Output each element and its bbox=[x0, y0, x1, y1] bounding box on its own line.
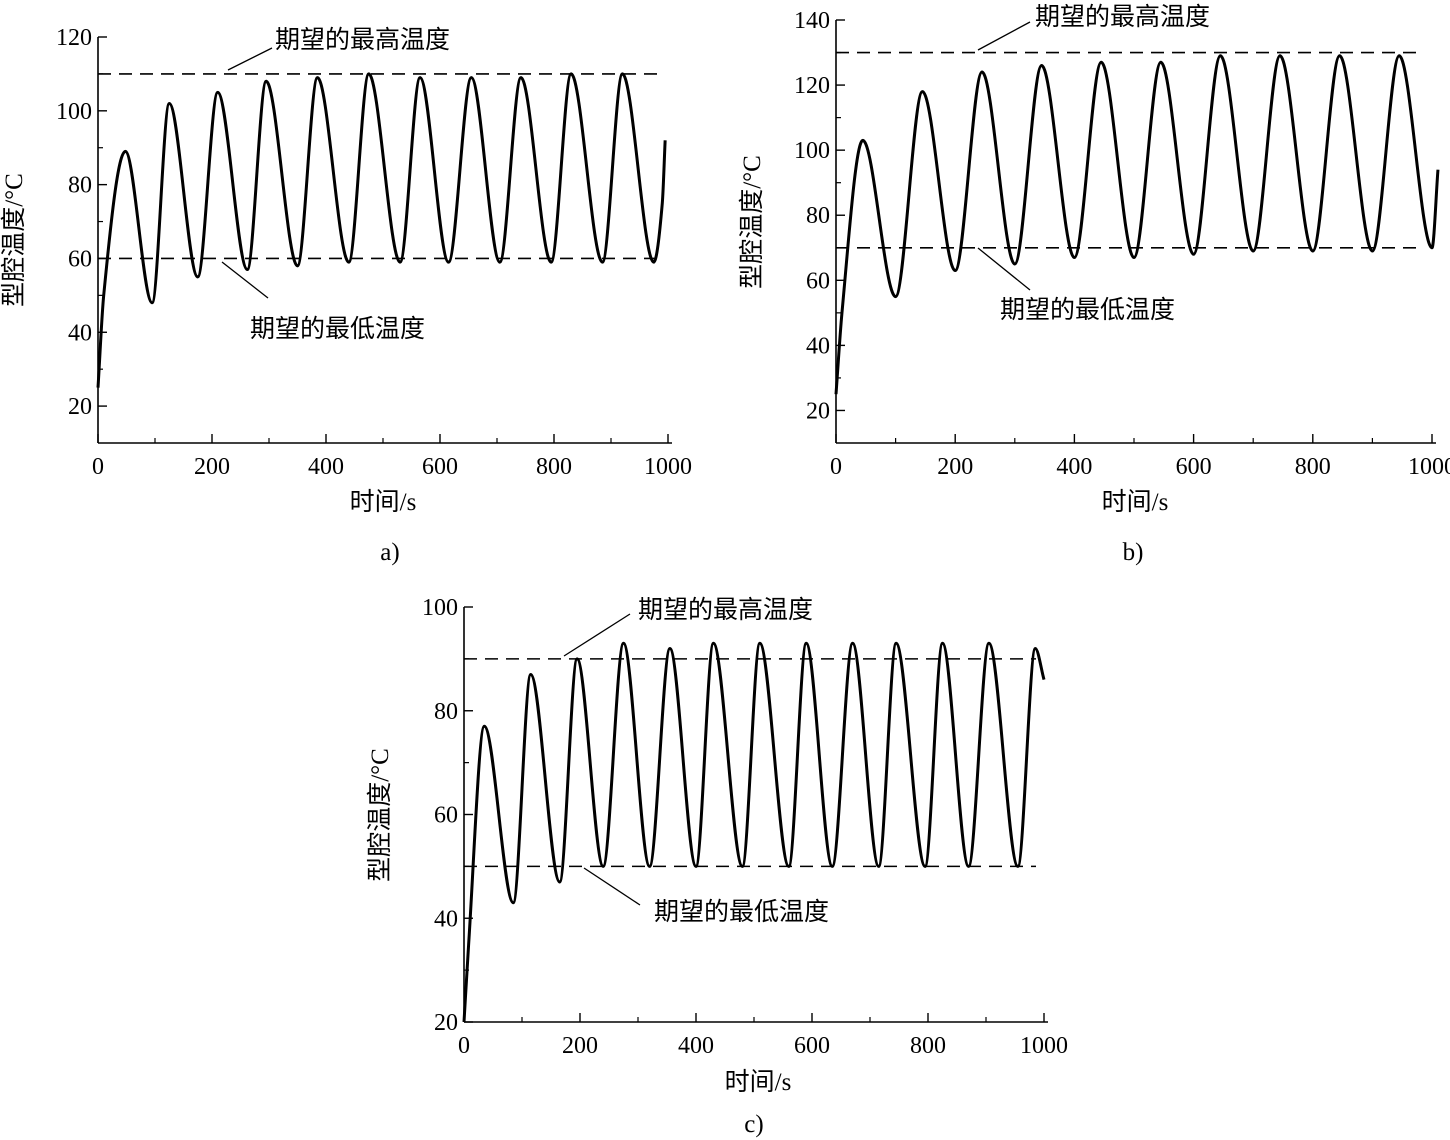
x-tick-label: 800 bbox=[536, 454, 572, 480]
temperature-series-line bbox=[96, 72, 667, 388]
panel-label: b) bbox=[1123, 539, 1144, 566]
chart-panel-a: 20 40 60 80 100 120 0 200 400 600 800 1000 期望的最高温度期望… bbox=[0, 25, 692, 566]
x-tick-label: 400 bbox=[1056, 454, 1092, 480]
panel-label: a) bbox=[380, 539, 399, 566]
y-tick-label: 60 bbox=[68, 246, 92, 272]
x-axis-title: 时间/s bbox=[1102, 488, 1169, 516]
y-tick-label: 140 bbox=[794, 8, 830, 34]
x-tick-label: 800 bbox=[910, 1033, 946, 1059]
x-axis-title: 时间/s bbox=[350, 488, 417, 516]
x-tick-label: 600 bbox=[794, 1033, 830, 1059]
x-tick-label: 600 bbox=[1176, 454, 1212, 480]
lower-annotation-leader bbox=[221, 261, 269, 299]
y-tick-label: 120 bbox=[794, 73, 830, 99]
temperature-series-line bbox=[462, 641, 1046, 1023]
x-tick-label: 200 bbox=[562, 1033, 598, 1059]
x-tick-label: 0 bbox=[830, 454, 842, 480]
y-tick-label: 120 bbox=[56, 25, 92, 51]
lower-annotation-leader bbox=[583, 867, 641, 906]
upper-annotation-label: 期望的最高温度 bbox=[275, 26, 450, 54]
x-tick-label: 600 bbox=[422, 454, 458, 480]
y-tick-label: 60 bbox=[806, 268, 830, 294]
upper-annotation-leader bbox=[563, 613, 631, 657]
lower-annotation-leader bbox=[977, 247, 1031, 291]
x-tick-label: 200 bbox=[194, 454, 230, 480]
y-axis-title: 型腔温度/°C bbox=[366, 748, 394, 882]
lower-annotation-label: 期望的最低温度 bbox=[1000, 296, 1175, 324]
y-tick-label: 20 bbox=[806, 398, 830, 424]
x-tick-label: 400 bbox=[678, 1033, 714, 1059]
chart-panel-b: 20 40 60 80 100 120 140 0 200 400 600 800 1000 期望的最高温… bbox=[738, 3, 1450, 566]
x-tick-label: 0 bbox=[458, 1033, 470, 1059]
y-tick-label: 40 bbox=[806, 333, 830, 359]
y-tick-label: 40 bbox=[68, 320, 92, 346]
y-tick-label: 80 bbox=[68, 173, 92, 199]
y-tick-label: 20 bbox=[68, 394, 92, 420]
x-tick-label: 1000 bbox=[1020, 1033, 1068, 1059]
y-axis-title: 型腔温度/°C bbox=[738, 155, 766, 289]
upper-annotation-label: 期望的最高温度 bbox=[1035, 3, 1210, 31]
y-axis-title: 型腔温度/°C bbox=[0, 173, 28, 307]
upper-annotation-label: 期望的最高温度 bbox=[638, 596, 813, 624]
upper-annotation-leader bbox=[227, 47, 273, 71]
upper-annotation-leader bbox=[977, 21, 1031, 51]
lower-annotation-label: 期望的最低温度 bbox=[654, 898, 829, 926]
y-tick-label: 20 bbox=[434, 1010, 458, 1036]
x-tick-label: 200 bbox=[937, 454, 973, 480]
y-tick-label: 80 bbox=[434, 699, 458, 725]
y-tick-label: 40 bbox=[434, 906, 458, 932]
temperature-series-line bbox=[834, 54, 1440, 395]
x-tick-label: 800 bbox=[1295, 454, 1331, 480]
lower-annotation-label: 期望的最低温度 bbox=[250, 315, 425, 343]
x-tick-label: 1000 bbox=[1408, 454, 1450, 480]
y-tick-label: 100 bbox=[422, 595, 458, 621]
x-tick-label: 1000 bbox=[644, 454, 692, 480]
y-tick-label: 80 bbox=[806, 203, 830, 229]
x-axis-title: 时间/s bbox=[725, 1068, 792, 1096]
y-tick-label: 60 bbox=[434, 803, 458, 829]
x-tick-label: 0 bbox=[92, 454, 104, 480]
panel-label: c) bbox=[744, 1111, 763, 1138]
y-tick-label: 100 bbox=[794, 138, 830, 164]
x-tick-label: 400 bbox=[308, 454, 344, 480]
y-tick-label: 100 bbox=[56, 99, 92, 125]
